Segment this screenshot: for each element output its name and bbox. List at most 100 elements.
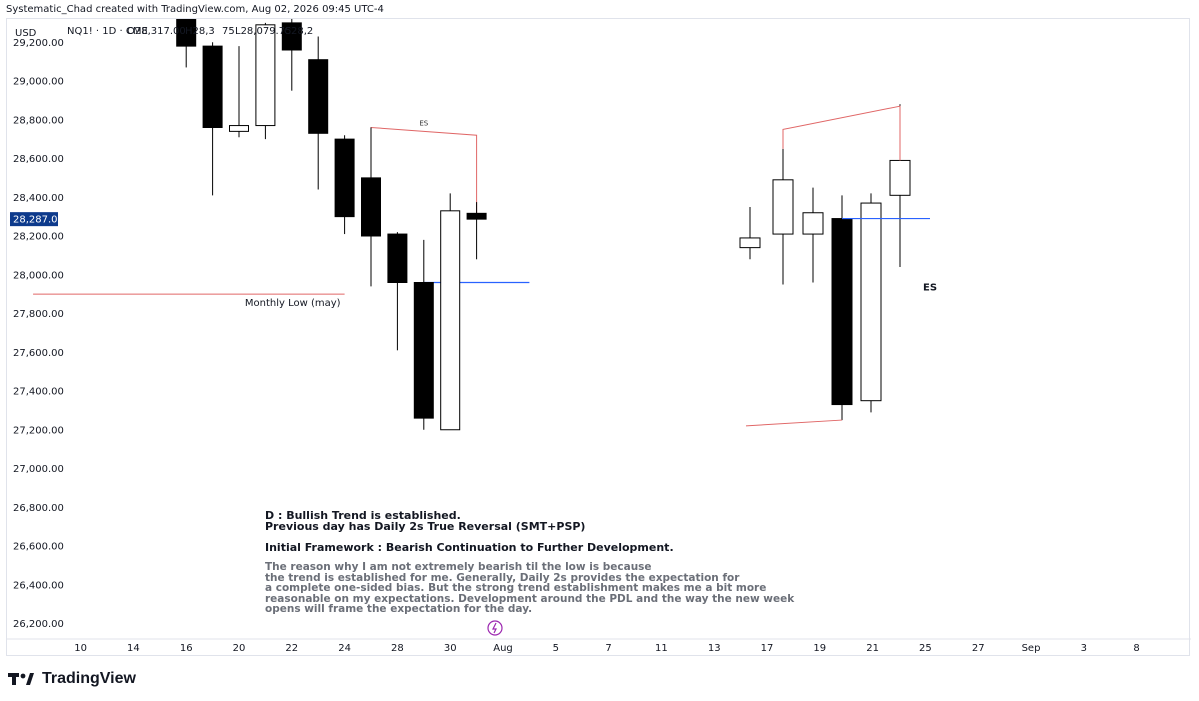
x-tick-label: 25 [919,643,932,654]
top-bar: Systematic_Chad created with TradingView… [0,0,1199,18]
legend-item: H28,3 [185,26,215,37]
es-candle-5-body [889,159,911,196]
x-tick-label: 13 [708,643,721,654]
legend-item: O28,317.00 [127,26,186,37]
x-tick-label: 7 [605,643,611,654]
x-tick-label: 24 [338,643,351,654]
chart-panel[interactable]: Monthly Low (may) ES ES USD 29,200.00 29,00… [6,18,1191,657]
candle-6-body [334,138,355,218]
main-candles [176,19,487,431]
tradingview-logo-icon [8,673,34,685]
x-tick-label: 8 [1133,643,1139,654]
note-line-2: Previous day has Daily 2s True Reversal … [265,520,586,533]
y-tick-label: 27,400.00 [13,387,64,398]
y-tick-label: 29,000.00 [13,77,64,88]
lightning-icon-bolt [492,622,497,634]
level-lines: Monthly Low (may) ES [33,120,530,309]
y-tick-label: 28,800.00 [13,115,64,126]
legend-item: L28,079.75 [235,26,291,37]
y-tick-label: 26,800.00 [13,503,64,514]
smt-es-label: ES [419,120,428,128]
note-para-1: The reason why I am not extremely bearis… [265,561,652,573]
y-tick-label: 27,600.00 [13,348,64,359]
candle-3-body [255,24,276,127]
es-candle-3 [831,195,853,421]
current-price-label: 28,287.00 [13,215,64,226]
y-tick-label: 28,000.00 [13,270,64,281]
x-tick-label: 14 [127,643,140,654]
candle-4-body [281,22,302,51]
y-tick-label: 28,200.00 [13,232,64,243]
x-tick-label: 11 [655,643,668,654]
es-candle-0 [739,206,761,260]
current-price-badge [10,212,58,227]
y-tick-label: 27,200.00 [13,425,64,436]
y-tick-label: 27,000.00 [13,464,64,475]
candle-5 [308,36,329,190]
candle-10 [440,193,461,431]
es-candle-0-body [739,237,761,249]
es-candle-4 [860,193,882,413]
candle-0 [176,19,197,68]
lightning-icon [487,620,503,636]
note-line-1: D : Bullish Trend is established. [265,509,461,522]
es-candle-2 [802,187,824,283]
y-tick-label: 28,400.00 [13,193,64,204]
chart-credit: Systematic_Chad created with TradingView… [6,4,384,15]
x-tick-label: 3 [1081,643,1087,654]
x-tick-label: 27 [972,643,985,654]
candles-clipped [176,19,487,431]
x-tick-label: 19 [813,643,826,654]
legend-item: NQ1! · 1D · CME [67,26,148,37]
x-tick-label: 22 [285,643,298,654]
footer: TradingView [8,668,136,690]
es-top-line [782,105,901,161]
es-inset: ES [739,104,937,427]
y-tick-label: 29,200.00 [13,38,64,49]
candle-9-body [413,282,434,419]
es-candle-1 [772,148,794,285]
legend-item: 75 [222,26,235,37]
y-tick-label: 26,600.00 [13,542,64,553]
note-para-5: opens will frame the expectation for the… [265,603,533,615]
candle-2-body [229,125,249,132]
candle-9 [413,239,434,430]
tradingview-brand: TradingView [42,670,136,687]
x-tick-label: 20 [233,643,246,654]
x-tick-label: Aug [493,643,513,654]
x-tick-label: 17 [761,643,774,654]
note-para-4: reasonable on my expectations. Developme… [265,592,795,605]
es-candle-3-body [831,218,853,406]
es-candle-4-body [860,202,882,402]
note-line-3: Initial Framework : Bearish Continuation… [265,541,674,554]
candle-3 [255,22,276,140]
candle-11-body [466,212,487,220]
es-candle-2-body [802,212,824,235]
candle-0-body [176,19,197,47]
monthly-low-label: Monthly Low (may) [245,298,341,309]
legend-item: C28,2 [284,26,313,37]
x-tick-label: 30 [444,643,457,654]
analysis-notes: D : Bullish Trend is established. Previo… [265,509,795,615]
candle-1 [202,42,223,196]
candle-5-body [308,59,329,134]
candle-7 [361,177,381,287]
candle-11 [466,202,487,260]
x-tick-label: 10 [74,643,87,654]
x-tick-label: 21 [866,643,879,654]
note-para-2: the trend is established for me. General… [265,571,740,584]
time-axis: 10 14 16 20 22 24 28 30 Aug 5 7 11 13 17 19 21 25 27 Sep 3 8 [7,620,1191,654]
candle-1-body [202,45,223,128]
candle-6 [334,135,355,235]
es-bottom-line [745,419,843,427]
candle-4 [281,19,302,91]
candle-7-body [361,177,381,237]
es-inset-label: ES [923,282,937,293]
es-candle-1-body [772,179,794,235]
candle-10-body [440,210,461,431]
y-tick-label: 28,600.00 [13,154,64,165]
candle-8-body [387,233,408,283]
